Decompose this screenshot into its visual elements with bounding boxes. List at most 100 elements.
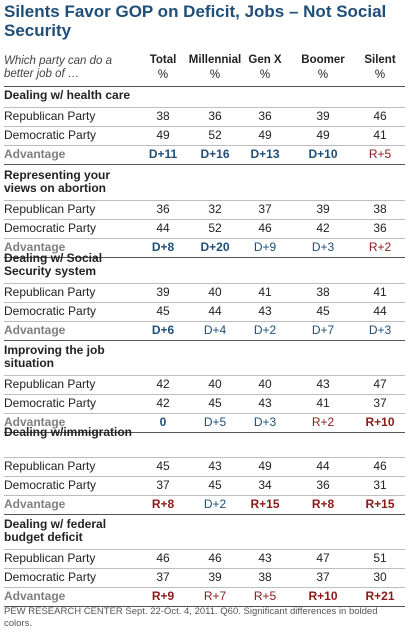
column-header-label: Total	[149, 54, 177, 66]
cell-advantage: R+9	[151, 589, 175, 603]
column-header-total: Total%	[128, 53, 198, 83]
header-question: Which party can do a better job of …	[4, 55, 113, 80]
cell-democratic: 44	[156, 221, 170, 235]
cell-advantage: R+15	[250, 497, 280, 511]
cell-democratic: 43	[258, 396, 272, 410]
cell-republican: 40	[208, 285, 222, 299]
header-divider	[4, 86, 405, 87]
cell-republican: 47	[373, 377, 387, 391]
row-label-republican: Republican Party	[4, 377, 96, 391]
column-unit: %	[259, 69, 271, 81]
cell-advantage: R+8	[311, 497, 335, 511]
cell-democratic: 49	[156, 128, 170, 142]
cell-advantage: D+5	[203, 415, 227, 429]
row-divider	[4, 200, 405, 201]
cell-republican: 38	[156, 109, 170, 123]
cell-democratic: 38	[258, 570, 272, 584]
row-divider	[4, 107, 405, 108]
section-title: Improving the job situation	[4, 343, 105, 370]
cell-advantage: D+3	[311, 240, 335, 254]
cell-republican: 47	[316, 551, 330, 565]
cell-democratic: 49	[258, 128, 272, 142]
column-unit: %	[374, 69, 386, 81]
cell-republican: 38	[316, 285, 330, 299]
row-divider	[4, 394, 405, 395]
cell-democratic: 45	[316, 304, 330, 318]
row-divider	[4, 495, 405, 496]
row-label-republican: Republican Party	[4, 551, 96, 565]
cell-republican: 37	[258, 202, 272, 216]
cell-democratic: 37	[156, 478, 170, 492]
cell-republican: 39	[316, 109, 330, 123]
column-header-boomer: Boomer%	[288, 53, 358, 83]
column-header-label: Boomer	[301, 54, 345, 66]
cell-democratic: 37	[156, 570, 170, 584]
cell-democratic: 45	[156, 304, 170, 318]
cell-republican: 41	[258, 285, 272, 299]
cell-democratic: 30	[373, 570, 387, 584]
footer-note: PEW RESEARCH CENTER Sept. 22-Oct. 4, 201…	[4, 606, 378, 629]
cell-democratic: 52	[208, 128, 222, 142]
row-label-advantage: Advantage	[4, 589, 66, 603]
cell-democratic: 34	[258, 478, 272, 492]
cell-democratic: 52	[208, 221, 222, 235]
cell-democratic: 37	[373, 396, 387, 410]
section-title: Dealing w/immigration	[4, 425, 133, 439]
cell-advantage: R+10	[308, 589, 338, 603]
cell-advantage: R+2	[368, 240, 392, 254]
cell-advantage: D+6	[151, 323, 175, 337]
cell-advantage: D+16	[200, 147, 230, 161]
row-label-democratic: Democratic Party	[4, 396, 97, 410]
row-divider	[4, 375, 405, 376]
section-divider	[4, 514, 405, 515]
row-divider	[4, 238, 405, 239]
cell-advantage: R+5	[253, 589, 277, 603]
cell-advantage: D+11	[148, 147, 178, 161]
cell-advantage: R+7	[203, 589, 227, 603]
cell-republican: 46	[373, 459, 387, 473]
row-divider	[4, 413, 405, 414]
cell-republican: 51	[373, 551, 387, 565]
cell-democratic: 42	[316, 221, 330, 235]
cell-advantage: D+3	[368, 323, 392, 337]
section-divider	[4, 340, 405, 341]
cell-republican: 38	[373, 202, 387, 216]
column-header-label: Silent	[364, 54, 396, 66]
chart-title: Silents Favor GOP on Deficit, Jobs – Not…	[4, 2, 387, 40]
cell-democratic: 43	[258, 304, 272, 318]
row-label-republican: Republican Party	[4, 459, 96, 473]
cell-republican: 36	[258, 109, 272, 123]
cell-advantage: D+4	[203, 323, 227, 337]
cell-advantage: R+10	[365, 415, 395, 429]
row-divider	[4, 568, 405, 569]
row-divider	[4, 549, 405, 550]
cell-advantage: D+2	[203, 497, 227, 511]
cell-republican: 40	[258, 377, 272, 391]
row-label-republican: Republican Party	[4, 109, 96, 123]
cell-advantage: R+15	[365, 497, 395, 511]
cell-republican: 39	[156, 285, 170, 299]
section-title: Representing your views on abortion	[4, 168, 111, 195]
row-label-democratic: Democratic Party	[4, 570, 97, 584]
cell-advantage: D+8	[151, 240, 175, 254]
cell-advantage: D+9	[253, 240, 277, 254]
cell-democratic: 42	[156, 396, 170, 410]
row-divider	[4, 283, 405, 284]
cell-democratic: 37	[316, 570, 330, 584]
cell-advantage: R+5	[368, 147, 392, 161]
cell-advantage: D+3	[253, 415, 277, 429]
cell-republican: 46	[373, 109, 387, 123]
column-unit: %	[157, 69, 169, 81]
cell-democratic: 44	[208, 304, 222, 318]
cell-republican: 49	[258, 459, 272, 473]
cell-republican: 43	[258, 551, 272, 565]
row-label-advantage: Advantage	[4, 323, 66, 337]
cell-democratic: 44	[373, 304, 387, 318]
cell-republican: 40	[208, 377, 222, 391]
row-label-democratic: Democratic Party	[4, 304, 97, 318]
cell-republican: 42	[156, 377, 170, 391]
row-label-democratic: Democratic Party	[4, 478, 97, 492]
row-divider	[4, 587, 405, 588]
row-divider	[4, 219, 405, 220]
row-divider	[4, 145, 405, 146]
